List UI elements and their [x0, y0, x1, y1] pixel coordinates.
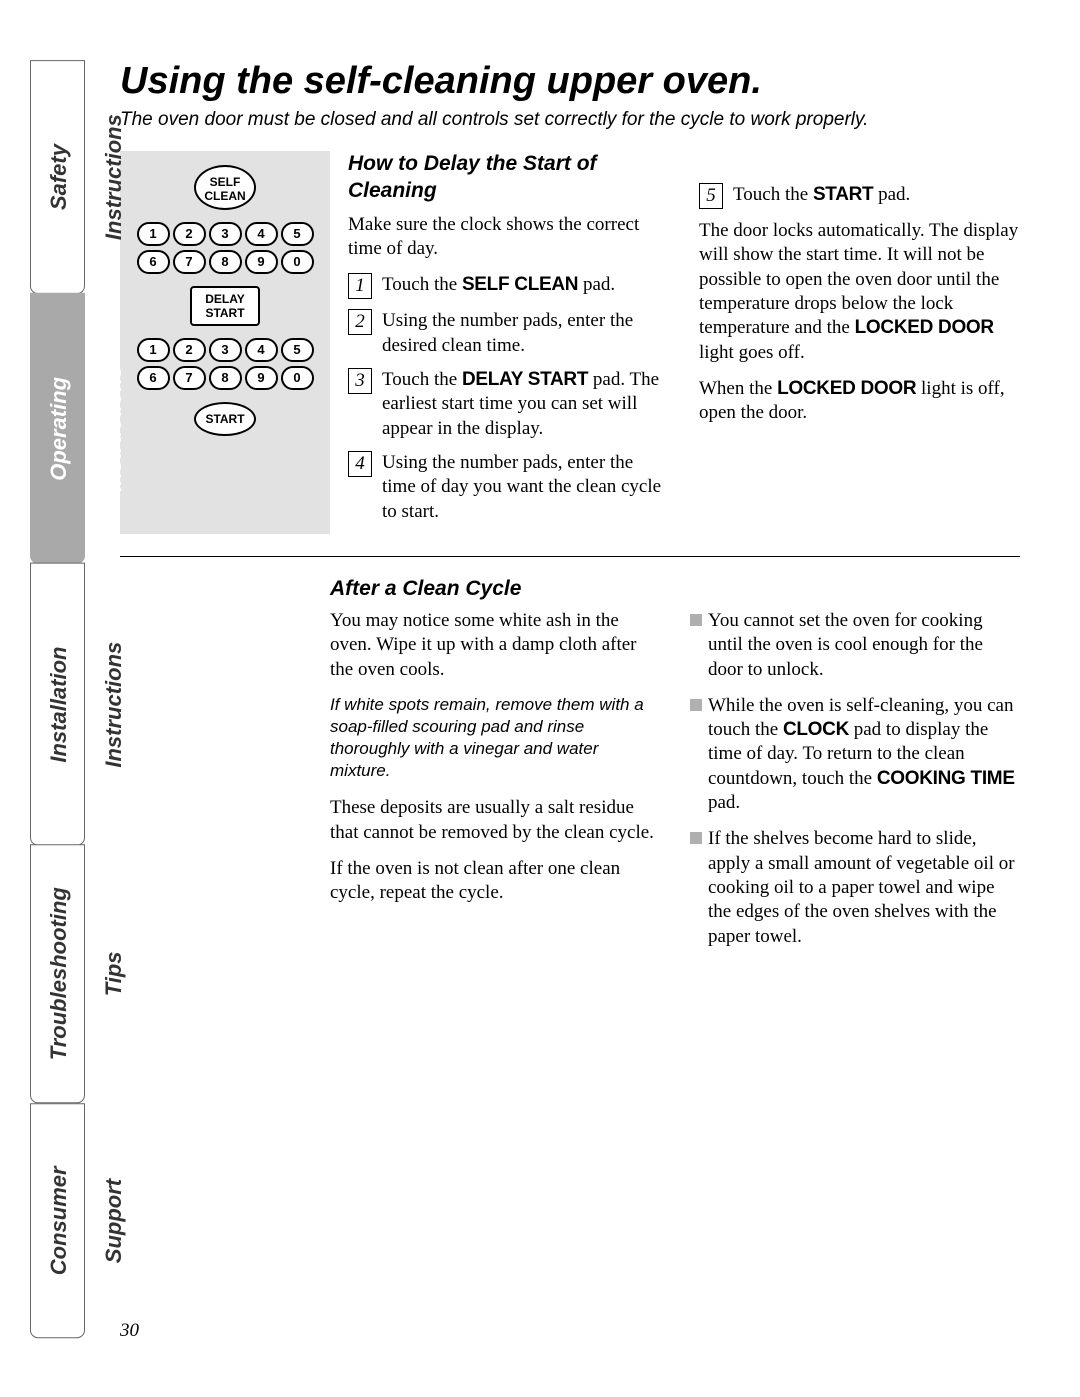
tab-troubleshooting[interactable]: Troubleshooting Tips — [30, 844, 85, 1103]
delay-right-col: 5 Touch the START pad. The door locks au… — [699, 151, 1020, 534]
page-title: Using the self-cleaning upper oven. — [120, 60, 1020, 103]
step-2-text: Using the number pads, enter the desired… — [382, 309, 669, 358]
key-7: 7 — [173, 250, 206, 274]
keypad-1: 1 2 3 4 5 6 7 8 9 0 — [137, 222, 314, 274]
after-p1: You may notice some white ash in the ove… — [330, 609, 660, 682]
step-num-3: 3 — [348, 368, 372, 394]
tab-operating[interactable]: Operating Instructions — [30, 293, 85, 564]
step-num-5: 5 — [699, 183, 723, 209]
key2-4: 4 — [245, 338, 278, 362]
key2-8: 8 — [209, 366, 242, 390]
step-3: 3 Touch the DELAY START pad. The earlies… — [348, 368, 669, 441]
key-5: 5 — [281, 222, 314, 246]
key2-9: 9 — [245, 366, 278, 390]
bullet-1-text: You cannot set the oven for cooking unti… — [708, 609, 1020, 682]
section1-heading: How to Delay the Start of Cleaning — [348, 151, 669, 205]
tab-consumer[interactable]: Consumer Support — [30, 1103, 85, 1338]
step-1-text: Touch the SELF CLEAN pad. — [382, 273, 669, 299]
sidebar-tabs: Safety Instructions Operating Instructio… — [30, 60, 85, 1337]
key2-3: 3 — [209, 338, 242, 362]
bullet-3: If the shelves become hard to slide, app… — [690, 827, 1020, 949]
key2-5: 5 — [281, 338, 314, 362]
key2-2: 2 — [173, 338, 206, 362]
start-button: START — [194, 402, 256, 436]
key2-0: 0 — [281, 366, 314, 390]
step-num-2: 2 — [348, 309, 372, 335]
delay-left-col: How to Delay the Start of Cleaning Make … — [348, 151, 669, 534]
step-num-1: 1 — [348, 273, 372, 299]
after-note: If white spots remain, remove them with … — [330, 694, 660, 782]
key-4: 4 — [245, 222, 278, 246]
section1-intro: Make sure the clock shows the correct ti… — [348, 213, 669, 262]
tab-installation[interactable]: Installation Instructions — [30, 563, 85, 846]
key-9: 9 — [245, 250, 278, 274]
self-clean-button: SELF CLEAN — [194, 165, 256, 210]
step-2: 2 Using the number pads, enter the desir… — [348, 309, 669, 358]
step-1: 1 Touch the SELF CLEAN pad. — [348, 273, 669, 299]
section-after-clean: After a Clean Cycle You may notice some … — [120, 577, 1020, 961]
bullet-2: While the oven is self-cleaning, you can… — [690, 694, 1020, 816]
key-8: 8 — [209, 250, 242, 274]
step-5: 5 Touch the START pad. — [699, 183, 1020, 209]
bullet-square-icon — [690, 699, 702, 711]
step-4: 4 Using the number pads, enter the time … — [348, 451, 669, 524]
key-0: 0 — [281, 250, 314, 274]
rcol-p2: When the LOCKED DOOR light is off, open … — [699, 377, 1020, 426]
key-2: 2 — [173, 222, 206, 246]
delay-l2: START — [205, 306, 244, 320]
bullet-square-icon — [690, 832, 702, 844]
key-1: 1 — [137, 222, 170, 246]
after-left-col: You may notice some white ash in the ove… — [330, 609, 660, 961]
section2-heading: After a Clean Cycle — [330, 577, 1020, 601]
keypad-2: 1 2 3 4 5 6 7 8 9 0 — [137, 338, 314, 390]
after-right-col: You cannot set the oven for cooking unti… — [690, 609, 1020, 961]
page-subtitle: The oven door must be closed and all con… — [120, 109, 1020, 131]
page-number: 30 — [120, 1320, 139, 1342]
delay-l1: DELAY — [205, 292, 245, 306]
step-4-text: Using the number pads, enter the time of… — [382, 451, 669, 524]
rcol-p1: The door locks automatically. The displa… — [699, 219, 1020, 365]
key2-1: 1 — [137, 338, 170, 362]
bullet-square-icon — [690, 614, 702, 626]
section-delay-start: SELF CLEAN 1 2 3 4 5 6 7 8 9 — [120, 151, 1020, 557]
delay-start-button: DELAY START — [190, 286, 260, 326]
step-3-text: Touch the DELAY START pad. The earliest … — [382, 368, 669, 441]
after-p3: If the oven is not clean after one clean… — [330, 857, 660, 906]
tab-safety[interactable]: Safety Instructions — [30, 60, 85, 294]
key2-6: 6 — [137, 366, 170, 390]
after-p2: These deposits are usually a salt residu… — [330, 796, 660, 845]
key2-7: 7 — [173, 366, 206, 390]
key-3: 3 — [209, 222, 242, 246]
key-6: 6 — [137, 250, 170, 274]
bullet-3-text: If the shelves become hard to slide, app… — [708, 827, 1020, 949]
control-panel-illustration: SELF CLEAN 1 2 3 4 5 6 7 8 9 — [120, 151, 330, 534]
bullet-2-text: While the oven is self-cleaning, you can… — [708, 694, 1020, 816]
step-5-text: Touch the START pad. — [733, 183, 1020, 209]
self-clean-l1: SELF — [210, 175, 241, 189]
bullet-1: You cannot set the oven for cooking unti… — [690, 609, 1020, 682]
self-clean-l2: CLEAN — [204, 189, 245, 203]
step-num-4: 4 — [348, 451, 372, 477]
